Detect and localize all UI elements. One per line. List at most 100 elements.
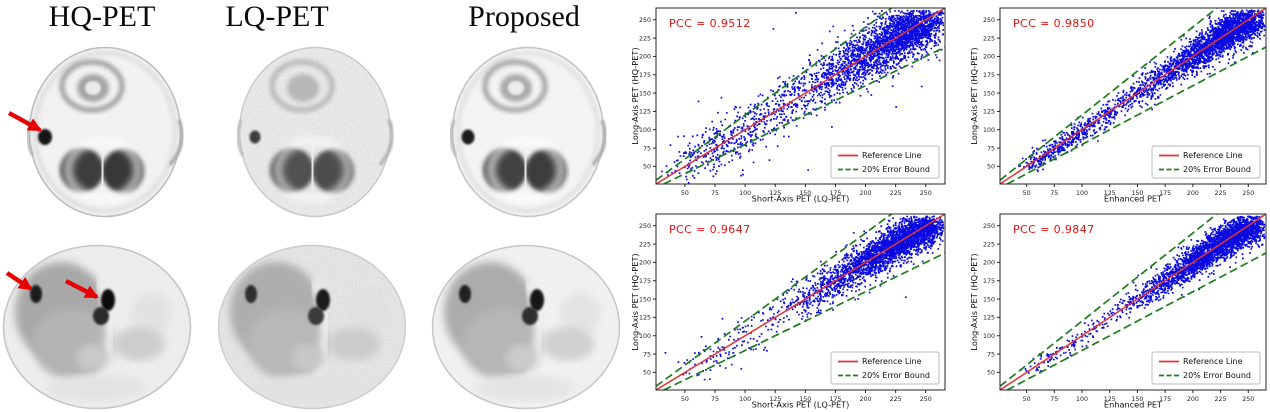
x-axis-label: Short-Axis PET (LQ-PET) <box>752 400 850 410</box>
y-tick-label: 100 <box>639 333 651 340</box>
x-tick-label: 100 <box>739 396 751 403</box>
lesion-spot <box>459 285 471 303</box>
lesion-spot <box>530 289 544 311</box>
legend: Reference Line 20% Error Bound <box>830 145 940 179</box>
y-tick-label: 150 <box>983 296 995 303</box>
scatter-plot-1: 50 75 100 125 150 175 200 225 250 50 75 100 125 150 17… <box>630 7 946 204</box>
x-axis-label: Enhanced PET <box>1104 194 1163 204</box>
x-tick-label: 100 <box>739 190 751 197</box>
y-tick-label: 50 <box>643 164 651 171</box>
x-tick-label: 225 <box>1215 190 1227 197</box>
error-bound-lower <box>1006 252 1267 391</box>
lesion-spot <box>101 289 115 311</box>
y-tick-label: 75 <box>987 351 995 358</box>
y-tick-label: 50 <box>643 370 651 377</box>
error-bound-lower <box>1006 46 1267 185</box>
y-tick-label: 150 <box>983 90 995 97</box>
y-tick-label: 75 <box>643 351 651 358</box>
lesion-spot <box>245 285 257 303</box>
x-tick-label: 200 <box>860 396 872 403</box>
pet-image-abdomen-lq <box>217 244 407 410</box>
y-tick-label: 250 <box>983 17 995 24</box>
y-axis-label: Long-Axis PET (HQ-PET) <box>969 253 979 350</box>
x-axis-label: Enhanced PET <box>1104 400 1163 410</box>
sinus-ring <box>59 59 125 113</box>
x-tick-label: 125 <box>1104 190 1116 197</box>
legend-label-2: 20% Error Bound <box>862 165 930 174</box>
x-tick-label: 150 <box>1131 396 1143 403</box>
y-tick-label: 125 <box>639 315 651 322</box>
pet-image-head-lq <box>236 46 394 218</box>
reference-line <box>999 7 1267 185</box>
lesion-spot <box>38 129 52 145</box>
y-tick-label: 200 <box>983 54 995 61</box>
pet-image-abdomen-proposed <box>431 244 621 410</box>
scatter-points <box>664 215 945 381</box>
y-tick-label: 175 <box>983 72 995 79</box>
column-label-lq-pet: LQ-PET <box>225 0 329 33</box>
reference-line <box>999 213 1267 391</box>
x-tick-label: 250 <box>1242 396 1254 403</box>
legend: Reference Line 20% Error Bound <box>1151 145 1261 179</box>
axes-frame <box>655 213 946 391</box>
scatter-plot-4: 50 75 100 125 150 175 200 225 250 50 75 100 125 150 17… <box>969 213 1267 410</box>
y-tick-label: 175 <box>639 278 651 285</box>
y-tick-label: 75 <box>987 145 995 152</box>
legend-label-1: Reference Line <box>1183 357 1243 366</box>
y-tick-label: 150 <box>639 90 651 97</box>
x-tick-label: 200 <box>1187 396 1199 403</box>
y-tick-label: 50 <box>987 370 995 377</box>
error-bound-lower <box>663 252 946 391</box>
legend-label-1: Reference Line <box>1183 151 1243 160</box>
x-tick-label: 200 <box>860 190 872 197</box>
x-tick-label: 125 <box>769 396 781 403</box>
y-tick-label: 200 <box>983 260 995 267</box>
y-tick-label: 250 <box>983 223 995 230</box>
x-tick-label: 125 <box>1104 396 1116 403</box>
pcc-annotation: PCC = 0.9647 <box>669 223 751 236</box>
x-tick-label: 75 <box>1050 396 1058 403</box>
x-tick-label: 50 <box>681 396 689 403</box>
lesion-spot <box>249 130 261 144</box>
x-tick-label: 225 <box>890 190 902 197</box>
x-tick-label: 150 <box>799 396 811 403</box>
legend-label-2: 20% Error Bound <box>1183 165 1251 174</box>
x-tick-label: 200 <box>1187 190 1199 197</box>
y-axis-label: Long-Axis PET (HQ-PET) <box>969 47 979 144</box>
y-tick-label: 225 <box>639 35 651 42</box>
y-axis-label: Long-Axis PET (HQ-PET) <box>630 253 640 350</box>
y-tick-label: 200 <box>639 260 651 267</box>
y-tick-label: 125 <box>639 109 651 116</box>
pcc-annotation: PCC = 0.9847 <box>1013 223 1095 236</box>
x-tick-label: 100 <box>1076 190 1088 197</box>
y-tick-label: 100 <box>983 333 995 340</box>
x-tick-label: 250 <box>920 190 932 197</box>
error-bound-lower <box>663 46 946 185</box>
legend-label-1: Reference Line <box>862 357 922 366</box>
legend-label-2: 20% Error Bound <box>1183 371 1251 380</box>
lesion-spot <box>316 289 330 311</box>
sinus-ring <box>482 59 548 113</box>
x-tick-label: 250 <box>1242 190 1254 197</box>
y-tick-label: 175 <box>639 72 651 79</box>
pet-image-abdomen-hq <box>2 244 192 410</box>
axes-frame <box>655 7 946 185</box>
column-label-proposed: Proposed <box>468 0 580 33</box>
x-tick-label: 175 <box>1159 396 1171 403</box>
y-tick-label: 125 <box>983 109 995 116</box>
y-tick-label: 225 <box>983 35 995 42</box>
x-tick-label: 175 <box>829 396 841 403</box>
x-tick-label: 75 <box>711 396 719 403</box>
y-tick-label: 250 <box>639 17 651 24</box>
reference-line <box>655 213 946 391</box>
pet-image-head-hq <box>26 46 184 218</box>
x-tick-label: 75 <box>1050 190 1058 197</box>
x-axis-label: Short-Axis PET (LQ-PET) <box>752 194 850 204</box>
x-tick-label: 175 <box>829 190 841 197</box>
scatter-points <box>661 9 945 184</box>
legend-label-2: 20% Error Bound <box>862 371 930 380</box>
y-tick-label: 175 <box>983 278 995 285</box>
legend: Reference Line 20% Error Bound <box>830 351 940 385</box>
y-tick-label: 50 <box>987 164 995 171</box>
